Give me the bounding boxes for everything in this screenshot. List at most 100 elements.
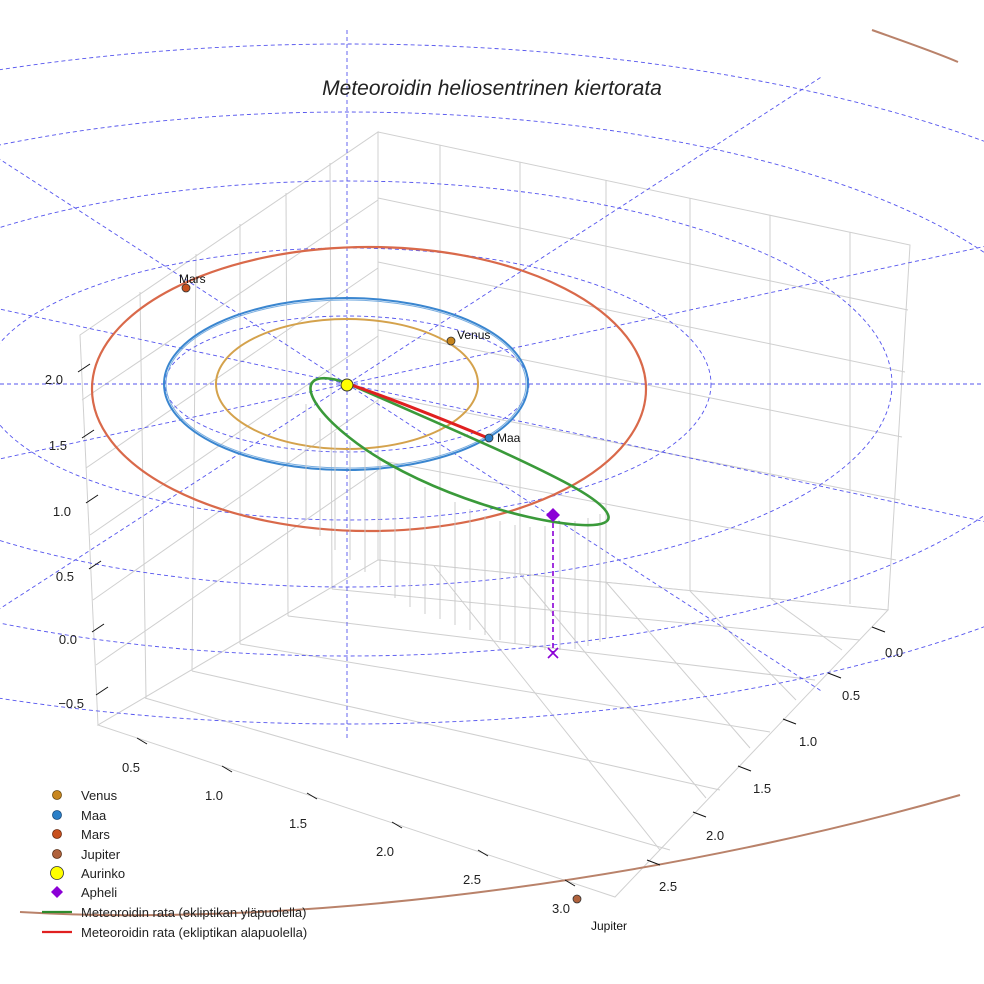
legend-aphelion-marker xyxy=(51,886,63,898)
y-tick-label: 2.0 xyxy=(706,828,724,843)
y-tick-mark xyxy=(871,626,886,633)
floor-grid-line xyxy=(769,597,843,651)
z-tick-mark xyxy=(95,686,109,696)
venus-orbit xyxy=(215,318,479,450)
left-wall-grid-line xyxy=(329,162,333,590)
body-markers xyxy=(181,283,582,904)
y-tick-label: 2.5 xyxy=(659,879,677,894)
back-wall-grid-line xyxy=(377,329,903,438)
z-tick-label: 0.5 xyxy=(56,569,74,584)
jupiter-marker xyxy=(572,894,582,904)
legend-mars-marker xyxy=(52,829,62,839)
x-tick-label: 2.5 xyxy=(463,872,481,887)
floor-grid-line xyxy=(239,643,771,733)
mars-orbit xyxy=(90,245,648,533)
y-tick-mark xyxy=(827,672,842,679)
mars-label: Mars xyxy=(179,272,206,286)
z-tick-mark xyxy=(77,363,91,373)
y-tick-label: 0.5 xyxy=(842,688,860,703)
back-wall-grid-line xyxy=(377,459,897,561)
x-tick-label: 3.0 xyxy=(552,901,570,916)
floor-grid-line xyxy=(144,697,671,851)
z-tick-label: 0.0 xyxy=(59,632,77,647)
z-tick-mark xyxy=(88,560,102,570)
back-wall-grid-line xyxy=(377,261,906,373)
legend-label: Mars xyxy=(81,827,110,842)
sun-marker xyxy=(340,378,354,392)
maa-label: Maa xyxy=(497,431,521,445)
y-tick-label: 0.0 xyxy=(885,645,903,660)
maa-orbit-inner xyxy=(165,299,527,469)
z-tick-label: −0.5 xyxy=(58,696,84,711)
grid-lines xyxy=(81,145,909,851)
legend-venus-marker xyxy=(52,790,62,800)
x-tick-label: 2.0 xyxy=(376,844,394,859)
venus-label: Venus xyxy=(457,328,490,342)
y-tick-mark xyxy=(692,811,707,818)
reference-radial-line xyxy=(0,308,348,385)
reference-radial-line xyxy=(346,246,984,385)
z-tick-label: 1.5 xyxy=(49,438,67,453)
legend-jupiter-marker xyxy=(52,849,62,859)
y-tick-mark xyxy=(737,765,752,772)
meteoroid-orbit-lower xyxy=(348,382,489,440)
x-tick-mark xyxy=(221,765,233,773)
legend-maa-marker xyxy=(52,810,62,820)
y-tick-label: 1.5 xyxy=(753,781,771,796)
jupiter-label: Jupiter xyxy=(591,919,627,933)
reference-circle xyxy=(0,111,984,657)
legend-label: Aurinko xyxy=(81,866,125,881)
floor-grid-line xyxy=(287,615,816,681)
meteoroid-orbit-upper xyxy=(309,376,610,527)
legend-label: Apheli xyxy=(81,885,117,900)
legend-label: Jupiter xyxy=(81,847,121,862)
z-tick-mark xyxy=(85,494,99,504)
jupiter-orbit-back xyxy=(871,29,959,63)
mars-marker xyxy=(181,283,191,293)
maa-orbit xyxy=(163,297,529,471)
legend: Venus Maa Mars Jupiter Aurinko Apheli Me… xyxy=(42,788,307,940)
left-wall-grid-line xyxy=(85,267,379,469)
x-tick-mark xyxy=(391,821,403,829)
reference-radial-line xyxy=(0,383,348,460)
legend-label: Meteoroidin rata (ekliptikan yläpuolella… xyxy=(81,905,306,920)
floor-grid-line xyxy=(689,590,797,701)
z-tick-mark xyxy=(81,429,95,439)
x-tick-mark xyxy=(564,879,576,887)
left-wall-grid-line xyxy=(95,469,379,666)
venus-marker xyxy=(446,336,456,346)
axis-ticks xyxy=(77,363,886,887)
legend-label: Meteoroidin rata (ekliptikan alapuolella… xyxy=(81,925,307,940)
left-wall-grid-line xyxy=(285,192,289,617)
z-tick-label: 1.0 xyxy=(53,504,71,519)
legend-label: Maa xyxy=(81,808,107,823)
x-tick-mark xyxy=(306,792,318,800)
legend-sun-marker xyxy=(50,866,64,880)
x-tick-label: 1.5 xyxy=(289,816,307,831)
floor-grid-line xyxy=(605,581,751,749)
aphelion-projection-x-marker xyxy=(547,647,559,659)
meteoroid-orbit xyxy=(309,376,610,659)
left-wall-grid-line xyxy=(92,399,379,601)
floor-pane xyxy=(96,559,890,898)
chart-title: Meteoroidin heliosentrinen kiertorata xyxy=(322,77,662,100)
y-tick-mark xyxy=(782,718,797,725)
floor-grid-line xyxy=(433,565,661,851)
left-wall-grid-line xyxy=(89,335,379,536)
left-wall-grid-line xyxy=(81,199,379,401)
z-tick-mark xyxy=(91,623,105,633)
x-tick-label: 0.5 xyxy=(122,760,140,775)
floor-grid-line xyxy=(519,573,707,799)
legend-label: Venus xyxy=(81,788,118,803)
x-tick-mark xyxy=(477,849,489,857)
z-tick-label: 2.0 xyxy=(45,372,63,387)
planet-orbits xyxy=(19,29,961,917)
x-tick-mark xyxy=(136,737,148,745)
jupiter-orbit-front xyxy=(19,794,961,917)
maa-marker xyxy=(484,433,494,443)
reference-radial-line xyxy=(346,383,984,522)
y-tick-label: 1.0 xyxy=(799,734,817,749)
floor-grid-line xyxy=(191,670,721,791)
floor-grid-line xyxy=(331,588,861,641)
